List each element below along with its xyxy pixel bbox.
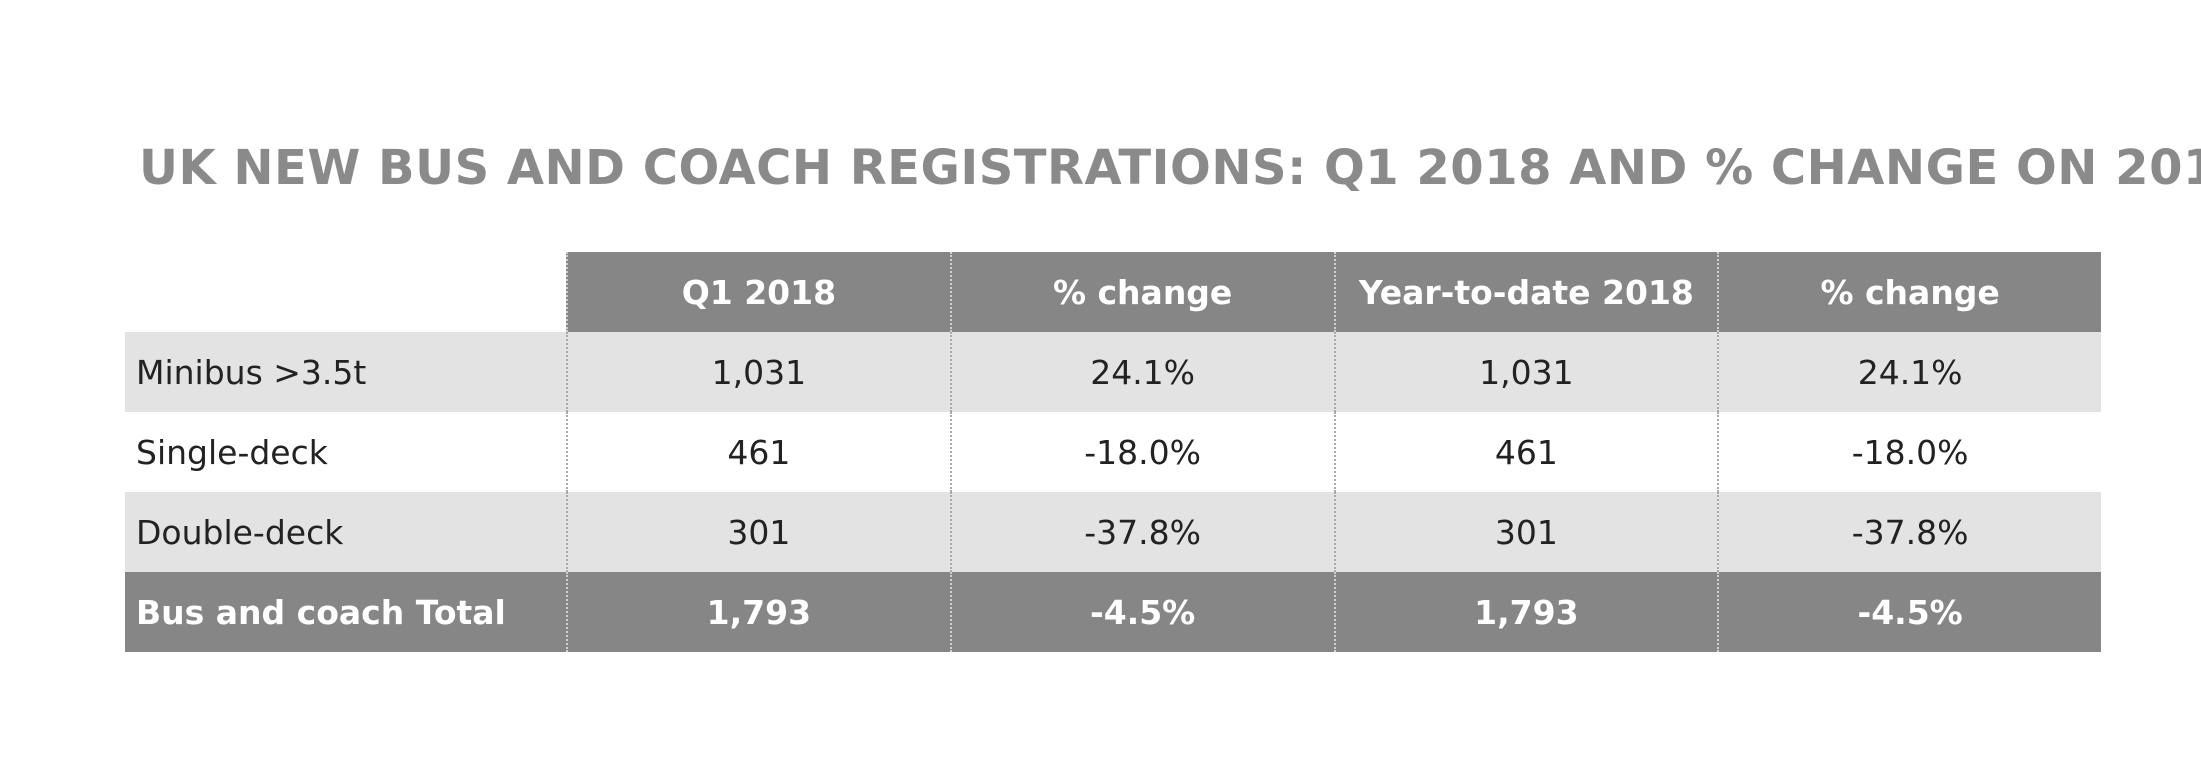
cell-ytd-change: -4.5% xyxy=(1717,572,2101,652)
table-row: Double-deck 301 -37.8% 301 -37.8% xyxy=(125,492,2101,572)
cell-q1-change: -4.5% xyxy=(949,572,1334,652)
cell-q1-2018: 1,793 xyxy=(566,572,950,652)
cell-ytd-2018: 301 xyxy=(1333,492,1718,572)
header-cell-q1-change: % change xyxy=(949,252,1334,332)
row-label: Single-deck xyxy=(125,412,566,492)
cell-ytd-2018: 461 xyxy=(1333,412,1718,492)
registrations-table: Q1 2018 % change Year-to-date 2018 % cha… xyxy=(125,252,2101,652)
cell-ytd-change: -37.8% xyxy=(1717,492,2101,572)
cell-q1-2018: 461 xyxy=(566,412,950,492)
cell-q1-change: 24.1% xyxy=(949,332,1334,412)
row-label: Bus and coach Total xyxy=(125,572,566,652)
header-cell-ytd-2018: Year-to-date 2018 xyxy=(1333,252,1718,332)
cell-q1-change: -18.0% xyxy=(949,412,1334,492)
cell-q1-2018: 301 xyxy=(566,492,950,572)
header-cell-q1-2018: Q1 2018 xyxy=(566,252,950,332)
table-row: Single-deck 461 -18.0% 461 -18.0% xyxy=(125,412,2101,492)
chart-title: UK NEW BUS AND COACH REGISTRATIONS: Q1 2… xyxy=(139,140,2201,196)
cell-ytd-change: 24.1% xyxy=(1717,332,2101,412)
table-row: Minibus >3.5t 1,031 24.1% 1,031 24.1% xyxy=(125,332,2101,412)
cell-q1-change: -37.8% xyxy=(949,492,1334,572)
cell-ytd-2018: 1,793 xyxy=(1333,572,1718,652)
cell-q1-2018: 1,031 xyxy=(566,332,950,412)
row-label: Double-deck xyxy=(125,492,566,572)
header-cell-ytd-change: % change xyxy=(1717,252,2101,332)
cell-ytd-change: -18.0% xyxy=(1717,412,2101,492)
cell-ytd-2018: 1,031 xyxy=(1333,332,1718,412)
row-label: Minibus >3.5t xyxy=(125,332,566,412)
table-total-row: Bus and coach Total 1,793 -4.5% 1,793 -4… xyxy=(125,572,2101,652)
table-header-row: Q1 2018 % change Year-to-date 2018 % cha… xyxy=(125,252,2101,332)
header-cell-blank xyxy=(125,252,566,332)
